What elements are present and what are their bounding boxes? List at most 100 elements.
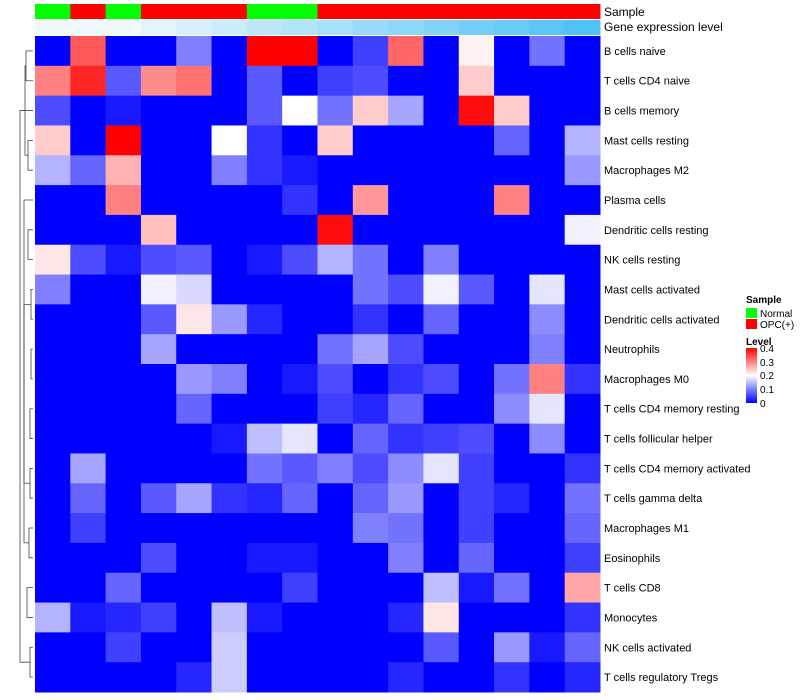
heatmap-cell <box>211 304 248 335</box>
heatmap-cell <box>458 542 495 574</box>
heatmap-cell <box>35 364 71 395</box>
heatmap-cell <box>105 572 142 604</box>
sample-cell <box>388 4 424 19</box>
heatmap-cell <box>282 364 318 395</box>
heatmap-cell <box>529 334 566 365</box>
row-label: Mast cells activated <box>604 284 700 296</box>
heatmap-cell <box>352 542 389 574</box>
row-label: Plasma cells <box>604 195 666 207</box>
heatmap-cell <box>282 36 318 67</box>
heatmap-cell <box>423 274 460 305</box>
heatmap-cell <box>105 393 142 425</box>
heatmap-cell <box>317 542 354 574</box>
expression-cell <box>564 20 601 35</box>
legend-swatch-opc <box>746 319 757 329</box>
heatmap-cell <box>458 602 495 633</box>
heatmap-cell <box>388 155 424 186</box>
heatmap-cell <box>246 65 283 97</box>
heatmap-cell <box>35 453 71 484</box>
heatmap-cell <box>105 36 142 67</box>
heatmap-cell <box>105 304 142 335</box>
heatmap-cell <box>176 662 213 693</box>
heatmap-cell <box>211 95 248 126</box>
heatmap-cell <box>35 95 71 126</box>
heatmap-cell <box>458 274 495 305</box>
heatmap-cell <box>35 483 71 514</box>
dendrogram-branch <box>29 408 33 439</box>
heatmap-cell <box>388 423 424 454</box>
heatmap-cell <box>529 393 566 425</box>
heatmap-cell <box>70 662 107 693</box>
expression-cell <box>105 20 142 35</box>
heatmap-cell <box>211 632 248 663</box>
heatmap-cell <box>458 304 495 335</box>
heatmap-cell <box>529 602 566 633</box>
heatmap-cell <box>352 662 389 693</box>
heatmap-cell <box>388 274 424 305</box>
row-label: NK cells activated <box>604 642 691 654</box>
heatmap-cell <box>458 95 495 126</box>
heatmap-cell <box>564 125 601 156</box>
heatmap-cell <box>388 214 424 246</box>
heatmap-cell <box>176 95 213 126</box>
heatmap-cell <box>317 662 354 693</box>
expression-cell <box>352 20 389 35</box>
heatmap-cell <box>35 334 71 365</box>
heatmap-cell <box>352 334 389 365</box>
heatmap-cell <box>458 65 495 97</box>
expression-cell <box>388 20 424 35</box>
heatmap-cell <box>35 662 71 693</box>
heatmap-cell <box>176 214 213 246</box>
heatmap-cell <box>176 364 213 395</box>
heatmap-cell <box>140 185 177 216</box>
expression-cell <box>494 20 530 35</box>
heatmap-cell <box>564 214 601 246</box>
heatmap-cell <box>140 542 177 574</box>
row-label: Macrophages M1 <box>604 523 689 535</box>
row-label: NK cells resting <box>604 255 680 267</box>
heatmap-cell <box>529 483 566 514</box>
heatmap-cell <box>70 214 107 246</box>
heatmap-cell <box>529 125 566 156</box>
heatmap-cell <box>564 393 601 425</box>
sample-cell <box>246 4 283 19</box>
heatmap-cell <box>564 572 601 604</box>
legend-tick-2: 0.2 <box>760 371 774 382</box>
heatmap-cell <box>317 513 354 544</box>
heatmap-cell <box>564 95 601 126</box>
heatmap-cell <box>35 155 71 186</box>
heatmap-cell <box>317 393 354 425</box>
heatmap-cell <box>423 632 460 663</box>
heatmap-cells <box>35 36 601 693</box>
heatmap-cell <box>35 602 71 633</box>
heatmap-cell <box>70 513 107 544</box>
heatmap-cell <box>105 155 142 186</box>
heatmap-cell <box>423 65 460 97</box>
sample-cell <box>494 4 530 19</box>
legend-label-normal: Normal <box>760 309 792 320</box>
heatmap-cell <box>176 572 213 604</box>
heatmap-cell <box>529 632 566 663</box>
sample-cell <box>564 4 601 19</box>
heatmap-cell <box>317 185 354 216</box>
sample-cell <box>140 4 177 19</box>
sample-cell <box>529 4 566 19</box>
heatmap-cell <box>282 483 318 514</box>
heatmap-cell <box>458 513 495 544</box>
expression-cell <box>176 20 213 35</box>
heatmap-cell <box>388 483 424 514</box>
heatmap-cell <box>423 423 460 454</box>
heatmap-cell <box>140 274 177 305</box>
gene-expression-annotation-track <box>35 20 601 35</box>
heatmap-cell <box>388 542 424 574</box>
heatmap-cell <box>529 572 566 604</box>
heatmap-cell <box>246 393 283 425</box>
heatmap-cell <box>564 304 601 335</box>
heatmap-cell <box>70 155 107 186</box>
heatmap-cell <box>246 423 283 454</box>
heatmap-cell <box>423 542 460 574</box>
heatmap-cell <box>352 185 389 216</box>
heatmap-cell <box>352 214 389 246</box>
heatmap-cell <box>352 513 389 544</box>
dendrogram-branch <box>29 646 33 678</box>
